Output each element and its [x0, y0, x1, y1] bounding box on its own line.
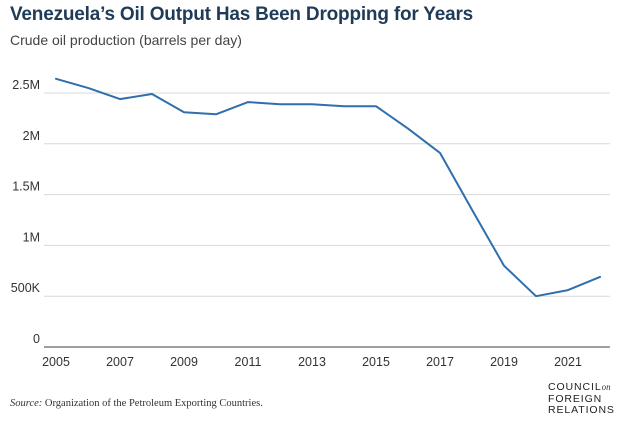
y-tick-label: 0 [33, 332, 40, 346]
x-tick-label: 2011 [235, 355, 262, 369]
gridlines [44, 92, 610, 348]
y-axis-tick-labels: 0 500K 1M 1.5M 2M 2.5M [11, 78, 41, 346]
y-tick-label: 1.5M [12, 180, 40, 194]
x-tick-label: 2017 [426, 355, 454, 369]
source-text: Organization of the Petroleum Exporting … [42, 398, 263, 409]
y-tick-label: 2M [23, 129, 40, 143]
logo-line-foreign: FOREIGN [548, 392, 603, 405]
x-tick-label: 2021 [554, 355, 582, 369]
series-line [55, 77, 601, 298]
x-tick-label: 2009 [170, 355, 198, 369]
y-tick-label: 2.5M [12, 78, 40, 92]
x-tick-label: 2013 [298, 355, 326, 369]
source-note: Source: Organization of the Petroleum Ex… [10, 398, 263, 409]
x-axis-tick-labels: 2005 2007 2009 2011 2013 2015 2017 2019 2021 [42, 355, 582, 369]
y-tick-label: 500K [11, 281, 41, 295]
x-tick-label: 2005 [42, 355, 70, 369]
cfr-logo: COUNCILon FOREIGN RELATIONS [548, 381, 620, 417]
chart-subtitle: Crude oil production (barrels per day) [10, 32, 242, 48]
x-tick-label: 2015 [362, 355, 390, 369]
logo-line-on: on [601, 382, 611, 392]
logo-line-relations: RELATIONS [548, 404, 615, 416]
chart-title: Venezuela’s Oil Output Has Been Dropping… [10, 4, 474, 25]
y-tick-label: 1M [23, 230, 40, 244]
source-label: Source: [10, 398, 43, 409]
series-layer [55, 77, 601, 298]
x-tick-label: 2007 [106, 355, 134, 369]
x-tick-label: 2019 [490, 355, 518, 369]
logo-line-council: COUNCIL [548, 381, 602, 393]
